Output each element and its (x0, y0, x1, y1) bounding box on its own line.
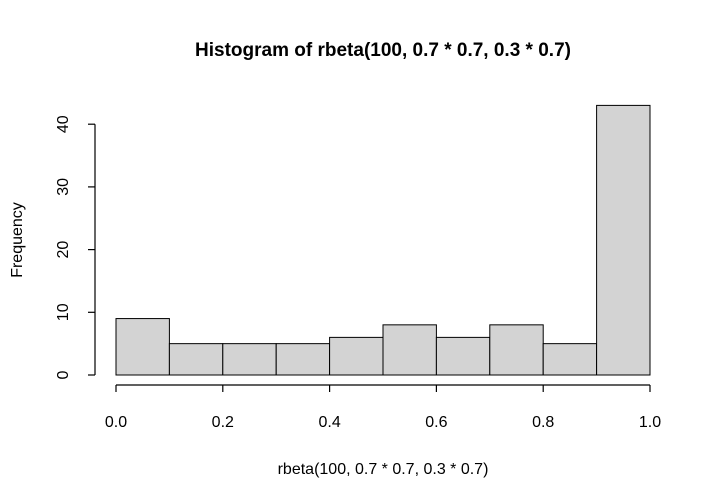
y-axis: 0 10 20 30 40 (55, 115, 96, 379)
x-tick-label: 0.8 (532, 414, 554, 431)
histogram-bar (115, 318, 170, 376)
histogram-bar (168, 343, 224, 376)
histogram-bars (115, 104, 651, 376)
x-axis: 0.0 0.2 0.4 0.6 0.8 1.0 (105, 384, 661, 431)
y-tick-label: 30 (55, 178, 72, 196)
y-tick-label: 0 (55, 370, 72, 379)
histogram-bar (596, 104, 651, 376)
x-tick-label: 0.2 (212, 414, 234, 431)
histogram-bar (542, 343, 598, 376)
histogram-bar (222, 343, 277, 376)
x-tick-label: 0.4 (318, 414, 340, 431)
x-tick-label: 0.0 (105, 414, 127, 431)
histogram-bar (329, 336, 384, 376)
y-tick-label: 40 (55, 115, 72, 133)
x-tick-label: 0.6 (425, 414, 447, 431)
histogram-bar (382, 324, 437, 376)
histogram-bar (489, 324, 544, 376)
y-axis-label: Frequency (9, 202, 26, 278)
y-tick-label: 10 (55, 303, 72, 321)
x-tick-label: 1.0 (639, 414, 661, 431)
x-axis-label: rbeta(100, 0.7 * 0.7, 0.3 * 0.7) (278, 461, 489, 478)
y-tick-label: 20 (55, 241, 72, 259)
chart-title: Histogram of rbeta(100, 0.7 * 0.7, 0.3 *… (195, 40, 571, 61)
histogram-bar (435, 336, 491, 376)
histogram-bar (275, 343, 331, 376)
